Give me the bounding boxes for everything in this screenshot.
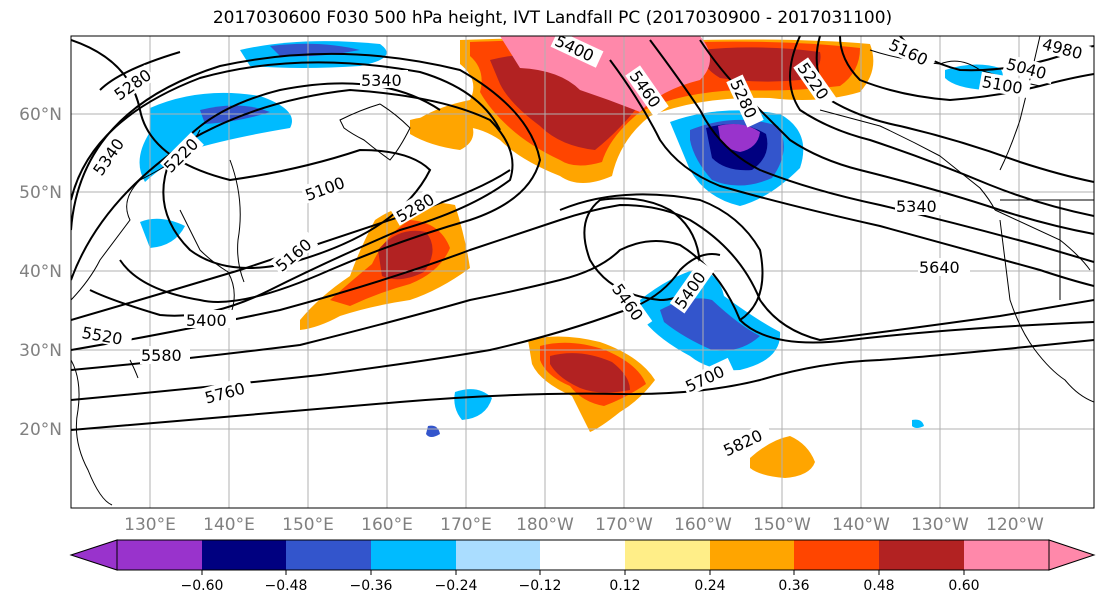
colorbar-tick-label: 0.36 bbox=[778, 578, 809, 594]
colorbar-tick-label: −0.48 bbox=[265, 578, 308, 594]
colorbar-tick-label: 0.48 bbox=[863, 578, 894, 594]
colorbar-tick-label: −0.36 bbox=[350, 578, 393, 594]
colorbar-swatch bbox=[625, 540, 710, 570]
lon-label: 130°W bbox=[911, 515, 969, 535]
lon-label: 120°W bbox=[986, 515, 1044, 535]
lat-label: 50°N bbox=[19, 183, 62, 203]
colorbar-tick-label: 0.12 bbox=[609, 578, 640, 594]
colorbar-extend-left bbox=[69, 539, 118, 571]
colorbar-swatch bbox=[371, 540, 456, 570]
colorbar-extend-right bbox=[1048, 539, 1096, 571]
colorbar-swatch bbox=[202, 540, 286, 570]
lat-label: 20°N bbox=[19, 420, 62, 440]
map-title: 2017030600 F030 500 hPa height, IVT Land… bbox=[212, 8, 893, 28]
longitude-labels: 130°E 140°E 150°E 160°E 170°E 180°W 170°… bbox=[124, 515, 1044, 535]
lat-label: 60°N bbox=[19, 105, 62, 125]
lon-label: 160°E bbox=[361, 515, 413, 535]
ivt-positive-shading bbox=[300, 36, 874, 478]
lon-label: 150°E bbox=[282, 515, 334, 535]
colorbar-tick-label: 0.24 bbox=[694, 578, 725, 594]
colorbar-tick-label: 0.60 bbox=[948, 578, 979, 594]
colorbar-swatch bbox=[540, 540, 625, 570]
lon-label: 130°E bbox=[124, 515, 176, 535]
lon-label: 170°W bbox=[595, 515, 653, 535]
latitude-labels: 60°N 50°N 40°N 30°N 20°N bbox=[19, 105, 62, 440]
colorbar: −0.60 −0.48 −0.36 −0.24 −0.12 0.12 0.24 … bbox=[69, 539, 1096, 594]
contour-label: 5400 bbox=[186, 311, 227, 330]
lon-label: 140°E bbox=[203, 515, 255, 535]
colorbar-swatch bbox=[286, 540, 371, 570]
colorbar-swatch bbox=[117, 540, 202, 570]
contour-label: 5580 bbox=[141, 346, 182, 365]
colorbar-tick-label: −0.24 bbox=[435, 578, 478, 594]
lon-label: 150°W bbox=[753, 515, 811, 535]
colorbar-swatch bbox=[879, 540, 964, 570]
lat-label: 40°N bbox=[19, 262, 62, 282]
lon-label: 180°W bbox=[516, 515, 574, 535]
lon-label: 160°W bbox=[674, 515, 732, 535]
contour-label: 5340 bbox=[896, 197, 937, 216]
lat-label: 30°N bbox=[19, 341, 62, 361]
colorbar-tick-label: −0.60 bbox=[181, 578, 224, 594]
colorbar-swatch bbox=[710, 540, 794, 570]
contour-label: 5340 bbox=[361, 71, 402, 90]
lon-label: 170°E bbox=[440, 515, 492, 535]
colorbar-swatch bbox=[794, 540, 879, 570]
colorbar-tick-label: −0.12 bbox=[519, 578, 562, 594]
colorbar-swatch bbox=[456, 540, 540, 570]
map-panel: 5280 5340 5340 5220 5100 5280 5160 5400 … bbox=[71, 36, 1094, 508]
contour-label: 5640 bbox=[919, 258, 960, 277]
map-frame bbox=[70, 35, 1095, 509]
colorbar-swatch bbox=[964, 540, 1049, 570]
lon-label: 140°W bbox=[832, 515, 890, 535]
map-grid bbox=[71, 36, 1094, 508]
